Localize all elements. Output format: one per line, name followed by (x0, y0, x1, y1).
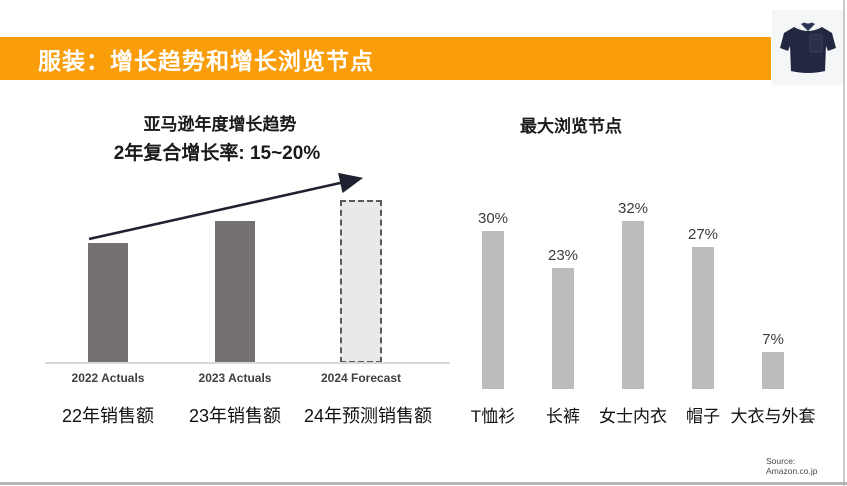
browse-bar (622, 221, 644, 389)
slide-bottom-edge (0, 482, 847, 485)
trend-chart-subtitle: 2年复合增长率: 15~20% (113, 143, 321, 164)
trend-arrow-icon (88, 172, 364, 241)
browse-bar (552, 268, 574, 389)
browse-value-label: 30% (477, 210, 509, 227)
browse-category-label: 长裤 (546, 407, 580, 426)
actuals-bar (215, 221, 255, 363)
forecast-bar (340, 200, 382, 363)
browse-bar (762, 352, 784, 389)
trend-chart-title: 亚马逊年度增长趋势 (143, 115, 297, 134)
browse-value-label: 27% (687, 226, 719, 243)
source-note: Source: Amazon.co.jp (766, 456, 818, 476)
header-bar: 服装：增长趋势和增长浏览节点 (0, 37, 771, 80)
trend-cn-label: 24年预测销售额 (303, 406, 433, 426)
browse-category-label: 大衣与外套 (730, 407, 816, 426)
trend-cn-label: 22年销售额 (61, 406, 155, 426)
browse-bar (482, 231, 504, 389)
browse-value-label: 32% (617, 200, 649, 217)
browse-value-label: 7% (762, 331, 784, 348)
browse-value-label: 23% (547, 247, 579, 264)
slide-right-edge (843, 0, 845, 486)
browse-bar (692, 247, 714, 389)
page-title: 服装：增长趋势和增长浏览节点 (38, 47, 374, 74)
actuals-bar (88, 243, 128, 363)
source-label: Source: (766, 456, 796, 466)
trend-cn-label: 23年销售额 (188, 406, 282, 426)
trend-chart-axis-line (45, 362, 450, 364)
browse-chart-title: 最大浏览节点 (520, 117, 622, 136)
polo-shirt-icon (779, 22, 836, 73)
trend-axis-label: 2022 Actuals (71, 371, 145, 385)
trend-axis-label: 2023 Actuals (198, 371, 272, 385)
source-value: Amazon.co.jp (766, 466, 818, 476)
browse-category-label: 女士内衣 (599, 407, 667, 426)
trend-axis-label: 2024 Forecast (320, 371, 402, 385)
browse-category-label: 帽子 (686, 407, 720, 426)
product-image-card (772, 10, 843, 85)
browse-category-label: T恤衫 (470, 407, 516, 426)
